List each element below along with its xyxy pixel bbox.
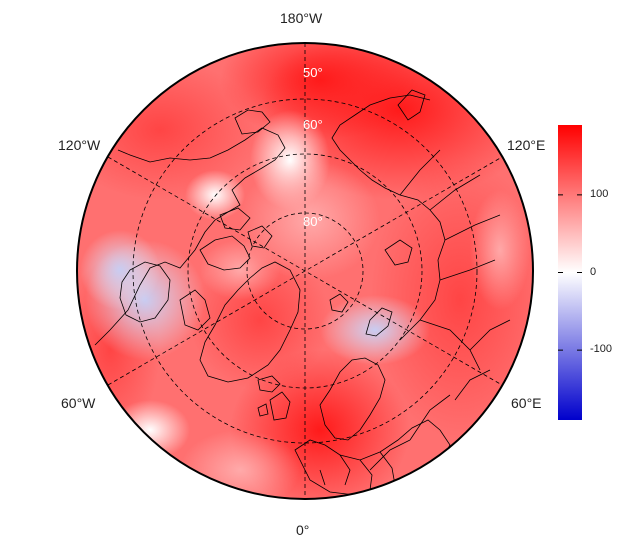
lon-label-60e: 60°E: [511, 395, 542, 411]
kamchatka: [397, 89, 426, 121]
alaska-coast: [234, 109, 271, 135]
map-boundary: [76, 42, 534, 500]
hudson-bay-coast: [119, 261, 171, 323]
lon-label-60w: 60°W: [61, 395, 96, 411]
scandinavia-coast: [319, 357, 386, 441]
europe-borders: [319, 451, 396, 491]
iceland: [257, 375, 281, 393]
greenland-coast: [199, 261, 301, 383]
colorbar-tick-label: 0: [590, 265, 597, 278]
lat-label-80: 80°: [303, 214, 323, 229]
svalbard: [329, 293, 349, 313]
lon-label-120w: 120°W: [58, 137, 101, 153]
colorbar-tick-label: -100: [590, 343, 613, 356]
lat-circle-80: [246, 212, 364, 330]
lat-circle-60: [132, 98, 478, 444]
meridian-120w-60e: [107, 156, 503, 386]
north-america-coast: [94, 127, 286, 346]
lat-label-60: 60°: [303, 117, 323, 132]
asia-borders: [369, 149, 511, 471]
lat-label-50: 50°: [303, 65, 323, 80]
taimyr-coast: [384, 239, 413, 266]
siberia-coast: [331, 94, 446, 341]
colorbar: [558, 125, 582, 420]
british-isles: [257, 391, 291, 421]
lon-label-180w: 180°W: [280, 10, 323, 26]
colorbar-tick-label: 100: [590, 187, 609, 200]
lon-label-120e: 120°E: [507, 137, 546, 153]
colorbar-ticks: [558, 194, 582, 351]
novaya-zemlya: [365, 307, 393, 337]
arctic-archipelago: [199, 207, 273, 271]
anomaly-field: [77, 43, 533, 499]
graticule: [107, 43, 503, 499]
lon-label-0: 0°: [296, 522, 310, 538]
baffin-island: [179, 289, 211, 331]
